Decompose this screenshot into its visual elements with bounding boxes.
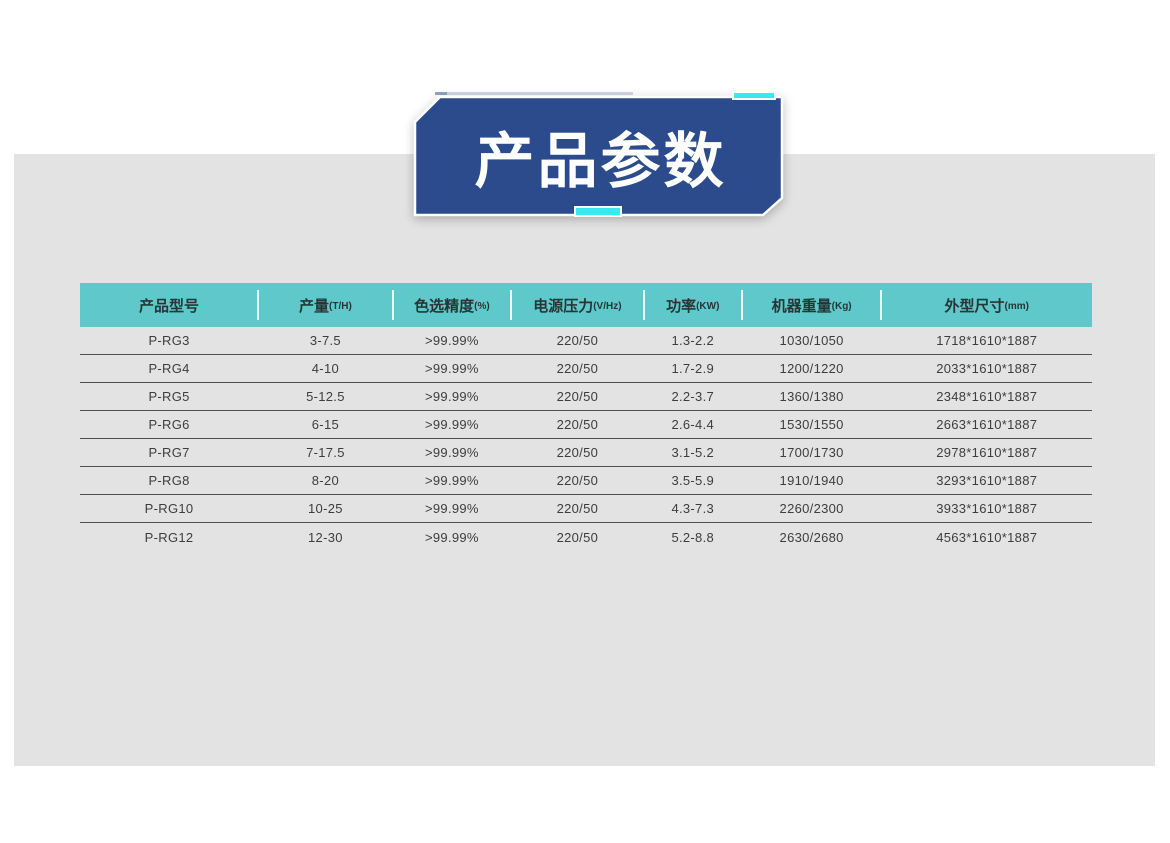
table-cell: 10-25	[308, 501, 343, 516]
column-header-label: 外型尺寸	[944, 297, 1005, 315]
column-header-label: 功率	[666, 297, 697, 315]
table-header: 产品型号 产量 (T/H) 色选精度 (%) 电源压力 (V/Hz) 功率 (KW) 机…	[80, 283, 1092, 327]
table-cell: 3.1-5.2	[671, 445, 715, 460]
table-cell: 1530/1550	[779, 417, 844, 432]
table-cell: P-RG4	[148, 361, 190, 376]
column-header-model: 产品型号	[80, 283, 260, 327]
column-header-unit: (Kg)	[831, 301, 852, 312]
table-cell: >99.99%	[425, 473, 479, 488]
table-row: P-RG5 5-12.5 >99.99% 220/50 2.2-3.7 1360/1380…	[80, 383, 1092, 411]
column-header-output: 产量 (T/H)	[258, 283, 394, 327]
table-cell: 2.2-3.7	[671, 389, 715, 404]
column-header-accuracy: 色选精度 (%)	[393, 283, 513, 327]
table-cell: >99.99%	[425, 529, 479, 545]
table-cell: 7-17.5	[306, 445, 345, 460]
table-cell: P-RG7	[148, 445, 190, 460]
table-cell: 12-30	[308, 529, 343, 545]
table-cell: 1910/1940	[779, 473, 844, 488]
table-cell: >99.99%	[425, 445, 479, 460]
table-cell: 1.7-2.9	[671, 361, 715, 376]
spec-table: 产品型号 产量 (T/H) 色选精度 (%) 电源压力 (V/Hz) 功率 (KW) 机…	[80, 283, 1092, 551]
column-header-label: 色选精度	[414, 297, 475, 315]
table-cell: 5.2-8.8	[671, 529, 715, 545]
column-header-unit: (mm)	[1004, 301, 1029, 312]
table-cell: >99.99%	[425, 417, 479, 432]
title-banner: 产品参数	[400, 85, 800, 230]
table-cell: 220/50	[556, 529, 599, 545]
column-header-label: 电源压力	[533, 297, 594, 315]
banner-shape-svg	[413, 91, 784, 217]
table-row: P-RG6 6-15 >99.99% 220/50 2.6-4.4 1530/1550 26…	[80, 411, 1092, 439]
table-cell: >99.99%	[425, 333, 479, 348]
table-row: P-RG4 4-10 >99.99% 220/50 1.7-2.9 1200/1220 20…	[80, 355, 1092, 383]
table-cell: 2630/2680	[779, 529, 844, 545]
table-cell: 3933*1610*1887	[936, 501, 1038, 516]
banner-cyan-bar-bottom	[574, 206, 622, 217]
column-header-label: 产品型号	[139, 297, 200, 315]
table-row: P-RG8 8-20 >99.99% 220/50 3.5-5.9 1910/1940 32…	[80, 467, 1092, 495]
column-header-label: 机器重量	[771, 297, 832, 315]
table-cell: 220/50	[556, 501, 599, 516]
table-cell: 3293*1610*1887	[936, 473, 1038, 488]
table-cell: 2348*1610*1887	[936, 389, 1038, 404]
table-cell: >99.99%	[425, 389, 479, 404]
table-cell: P-RG12	[144, 529, 194, 545]
banner-cyan-bar-top	[732, 91, 776, 100]
table-cell: P-RG10	[144, 501, 194, 516]
column-header-unit: (T/H)	[329, 301, 352, 312]
table-cell: P-RG5	[148, 389, 190, 404]
table-row: P-RG12 12-30 >99.99% 220/50 5.2-8.8 2630/2680…	[80, 523, 1092, 551]
table-cell: P-RG3	[148, 333, 190, 348]
table-cell: 6-15	[311, 417, 340, 432]
table-cell: 1718*1610*1887	[936, 333, 1038, 348]
column-header-weight: 机器重量 (Kg)	[742, 283, 883, 327]
table-cell: 220/50	[556, 389, 599, 404]
page-title: 产品参数	[474, 127, 727, 195]
column-header-unit: (KW)	[696, 301, 720, 312]
column-header-voltage: 电源压力 (V/Hz)	[511, 283, 645, 327]
table-cell: 8-20	[311, 473, 340, 488]
table-cell: 220/50	[556, 445, 599, 460]
column-header-unit: (V/Hz)	[593, 301, 622, 312]
table-row: P-RG7 7-17.5 >99.99% 220/50 3.1-5.2 1700/1730…	[80, 439, 1092, 467]
table-cell: 220/50	[556, 361, 599, 376]
table-cell: 3-7.5	[309, 333, 341, 348]
table-row: P-RG3 3-7.5 >99.99% 220/50 1.3-2.2 1030/1050 1…	[80, 327, 1092, 355]
table-cell: 2663*1610*1887	[936, 417, 1038, 432]
table-cell: P-RG6	[148, 417, 190, 432]
column-header-label: 产量	[299, 297, 330, 315]
banner-accent-line	[447, 92, 633, 95]
table-cell: 1700/1730	[779, 445, 844, 460]
table-cell: 2978*1610*1887	[936, 445, 1038, 460]
banner-polygon	[413, 95, 784, 217]
table-cell: 2260/2300	[779, 501, 844, 516]
table-cell: 1200/1220	[779, 361, 844, 376]
table-cell: >99.99%	[425, 361, 479, 376]
spec-table-body: P-RG3 3-7.5 >99.99% 220/50 1.3-2.2 1030/1050 1…	[80, 327, 1092, 551]
banner-accent-line-cap	[435, 92, 447, 95]
table-cell: 5-12.5	[306, 389, 345, 404]
column-header-unit: (%)	[474, 301, 490, 312]
table-cell: P-RG8	[148, 473, 190, 488]
table-cell: 2.6-4.4	[671, 417, 715, 432]
table-row: P-RG10 10-25 >99.99% 220/50 4.3-7.3 2260/2300…	[80, 495, 1092, 523]
table-cell: >99.99%	[425, 501, 479, 516]
table-cell: 1.3-2.2	[671, 333, 715, 348]
table-cell: 3.5-5.9	[671, 473, 715, 488]
table-cell: 220/50	[556, 333, 599, 348]
table-cell: 2033*1610*1887	[936, 361, 1038, 376]
table-cell: 4-10	[311, 361, 340, 376]
table-cell: 4563*1610*1887	[936, 529, 1038, 545]
column-header-dimensions: 外型尺寸 (mm)	[881, 283, 1092, 327]
table-cell: 1360/1380	[779, 389, 844, 404]
table-cell: 220/50	[556, 473, 599, 488]
table-cell: 1030/1050	[779, 333, 844, 348]
table-cell: 220/50	[556, 417, 599, 432]
table-cell: 4.3-7.3	[671, 501, 715, 516]
content-panel	[14, 154, 1155, 766]
column-header-power: 功率 (KW)	[644, 283, 743, 327]
